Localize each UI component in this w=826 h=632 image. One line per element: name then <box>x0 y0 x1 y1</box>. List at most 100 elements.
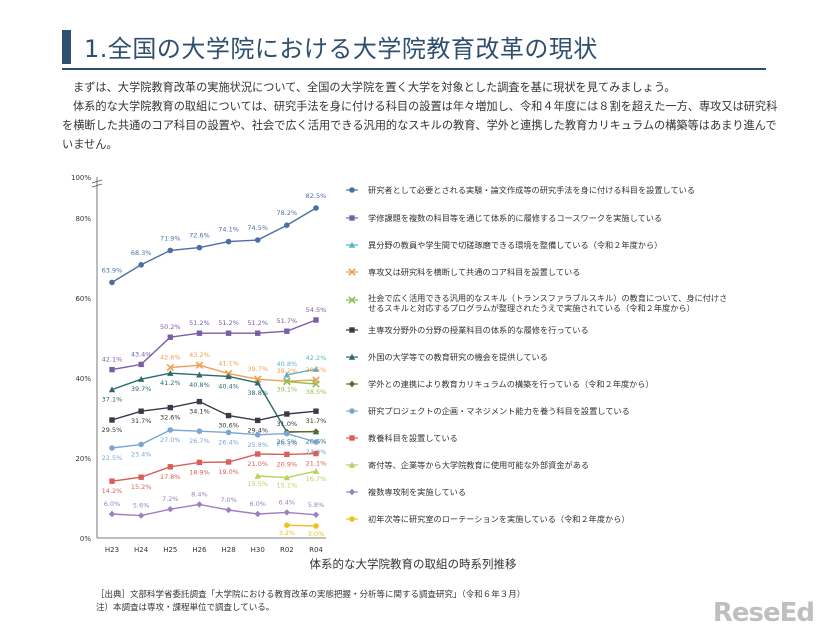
data-label: 17.8% <box>160 473 181 481</box>
data-point <box>284 522 290 528</box>
data-label: 26.1% <box>277 440 298 448</box>
data-point <box>225 412 232 419</box>
data-point <box>284 430 290 437</box>
data-label: 3.2% <box>279 529 296 537</box>
data-label: 37.1% <box>102 396 123 404</box>
data-point <box>225 238 232 245</box>
legend-marker <box>348 488 356 496</box>
data-point <box>284 328 290 334</box>
legend-marker <box>349 187 355 193</box>
data-label: 5.8% <box>308 501 325 509</box>
data-point <box>312 428 320 435</box>
series-line <box>111 319 317 371</box>
axis-break-mark <box>91 183 103 188</box>
data-point <box>138 361 144 368</box>
data-label: 39.7% <box>247 365 268 373</box>
data-label: 51.2% <box>189 319 210 327</box>
data-label: 82.5% <box>306 192 327 200</box>
data-point <box>225 373 232 380</box>
data-point <box>225 459 232 465</box>
data-point <box>109 478 115 484</box>
data-point <box>313 523 319 529</box>
data-label: 27.0% <box>160 436 181 444</box>
legend-label: 学修課題を複数の科目等を通じて体系的に履修するコースワークを実施している <box>368 213 662 223</box>
axis-break-mark <box>91 179 103 184</box>
title-accent-bar <box>62 30 71 64</box>
legend-label: 専攻又は研究科を横断して共通のコア科目を設置している <box>368 267 580 277</box>
data-label: 3.0% <box>308 530 325 538</box>
data-point <box>254 379 261 386</box>
data-label: 15.5% <box>247 480 268 488</box>
data-point <box>196 330 203 336</box>
data-label: 15.1% <box>277 482 298 490</box>
data-point <box>225 506 232 514</box>
y-tick-label: 60% <box>75 295 91 303</box>
data-point <box>167 247 174 254</box>
data-label: 40.4% <box>218 382 239 390</box>
data-label: 39.2% <box>277 367 298 375</box>
data-point <box>313 408 319 414</box>
data-label: 5.6% <box>133 502 150 510</box>
data-label: 38.8% <box>247 389 268 397</box>
data-label: 31.0% <box>277 420 298 428</box>
data-point <box>138 474 144 480</box>
data-point <box>167 506 174 513</box>
x-tick-label: H30 <box>251 546 265 554</box>
data-label: 20.9% <box>277 460 298 468</box>
data-label: 6.0% <box>249 500 266 508</box>
data-point <box>196 459 203 466</box>
data-label: 39.5% <box>306 366 327 374</box>
series-line <box>111 400 317 422</box>
series-line <box>111 429 317 449</box>
series-line <box>111 207 317 283</box>
data-point <box>167 370 174 376</box>
brand-logo: ReseEd <box>712 598 815 628</box>
legend-label: 外国の大学等での教育研究の機会を提供している <box>368 352 548 362</box>
data-label: 42.1% <box>102 356 123 364</box>
data-label: 6.0% <box>104 500 121 508</box>
data-label: 41.2% <box>160 379 181 387</box>
data-point <box>167 427 174 433</box>
page-title-bar: 1.全国の大学院における大学院教育改革の現状 <box>62 26 766 70</box>
legend-label: 社会で広く活用できる汎用的なスキル（トランスファラブルスキル）の教育について、身… <box>368 293 727 303</box>
data-point <box>254 237 261 243</box>
page-title: 1.全国の大学院における大学院教育改革の現状 <box>84 35 598 63</box>
series-line <box>286 368 317 376</box>
legend-marker <box>349 215 355 221</box>
source-citation: ［出典］文部科学省委託調査「大学院における教育改革の実態把握・分析等に関する調査… <box>96 590 526 600</box>
data-label: 51.2% <box>247 319 268 327</box>
data-label: 38.5% <box>306 388 327 396</box>
data-point <box>167 464 173 470</box>
legend-marker <box>348 296 356 304</box>
data-label: 74.1% <box>218 226 239 234</box>
y-tick-label: 20% <box>75 455 91 463</box>
data-label: 21.0% <box>247 460 268 468</box>
data-label: 74.5% <box>247 224 268 232</box>
data-point <box>312 468 320 474</box>
legend-marker <box>348 380 356 388</box>
data-point <box>313 439 319 445</box>
data-point <box>138 441 144 448</box>
data-label: 40.8% <box>277 360 298 368</box>
data-point <box>195 361 204 369</box>
legend-label: 異分野の教員や学生間で切磋琢磨できる環境を整備している（令和２年度から） <box>368 240 662 250</box>
legend-marker <box>349 327 355 333</box>
legend-marker <box>348 461 356 468</box>
x-tick-label: H24 <box>134 546 149 554</box>
intro-text: まずは、大学院教育改革の実施状況について、全国の大学院を置く大学を対象とした調査… <box>62 78 782 154</box>
data-point <box>254 432 261 438</box>
data-label: 71.9% <box>160 234 181 242</box>
legend-label: 研究プロジェクトの企画・マネジメント能力を養う科目を設置している <box>368 406 630 416</box>
data-point <box>255 330 261 336</box>
source-note: ［出典］文部科学省委託調査「大学院における教育改革の実態把握・分析等に関する調査… <box>96 589 525 615</box>
data-point <box>312 366 320 372</box>
x-tick-label: H26 <box>192 546 207 554</box>
data-point <box>109 445 115 451</box>
data-label: 42.2% <box>306 354 327 362</box>
data-label: 16.7% <box>306 475 327 483</box>
data-point <box>284 411 290 417</box>
data-label: 51.2% <box>218 319 239 327</box>
data-point <box>255 417 261 424</box>
data-label: 31.7% <box>131 417 152 425</box>
data-point <box>137 512 145 519</box>
